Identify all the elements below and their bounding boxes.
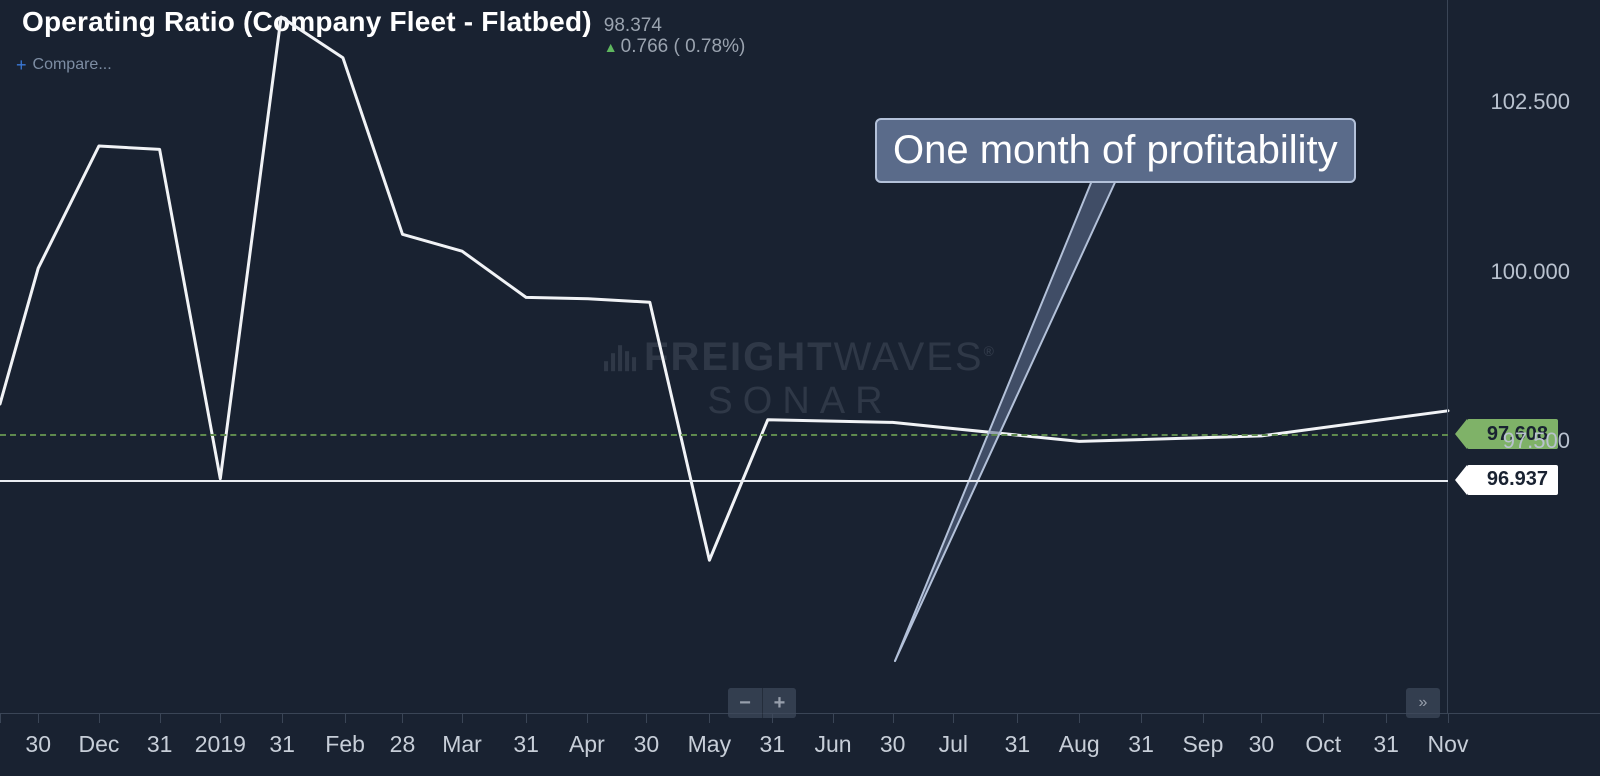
x-tick-label: 30 bbox=[634, 731, 660, 758]
x-tick-mark bbox=[1323, 713, 1324, 723]
x-tick-mark bbox=[833, 713, 834, 723]
x-tick-mark bbox=[99, 713, 100, 723]
chevron-right-icon: » bbox=[1419, 694, 1428, 712]
x-tick-label: 31 bbox=[1005, 731, 1031, 758]
line-chart bbox=[0, 0, 1448, 713]
x-tick-label: 30 bbox=[25, 731, 51, 758]
annotation-box[interactable]: One month of profitability bbox=[875, 118, 1356, 183]
y-tick-label: 100.000 bbox=[1490, 259, 1570, 285]
x-tick-label: Oct bbox=[1305, 731, 1341, 758]
x-tick-mark bbox=[160, 713, 161, 723]
y-tick-label: 102.500 bbox=[1490, 89, 1570, 115]
x-tick-mark bbox=[1141, 713, 1142, 723]
x-tick-mark bbox=[1386, 713, 1387, 723]
zoom-out-button[interactable]: − bbox=[728, 688, 762, 718]
x-tick-label: 30 bbox=[880, 731, 906, 758]
reference-line-dashed bbox=[0, 434, 1448, 436]
x-tick-label: 28 bbox=[390, 731, 416, 758]
x-tick-mark bbox=[953, 713, 954, 723]
x-tick-mark bbox=[587, 713, 588, 723]
x-tick-label: 31 bbox=[513, 731, 539, 758]
x-tick-label: Sep bbox=[1182, 731, 1223, 758]
x-tick-label: Feb bbox=[325, 731, 365, 758]
x-tick-mark bbox=[282, 713, 283, 723]
x-tick-label: Jul bbox=[939, 731, 968, 758]
x-tick-mark bbox=[345, 713, 346, 723]
x-tick-label: 30 bbox=[1249, 731, 1275, 758]
x-tick-label: Nov bbox=[1428, 731, 1469, 758]
x-tick-mark bbox=[1448, 713, 1449, 723]
reference-line-solid bbox=[0, 480, 1448, 482]
x-tick-mark bbox=[646, 713, 647, 723]
x-tick-mark bbox=[709, 713, 710, 723]
x-tick-label: 31 bbox=[760, 731, 786, 758]
x-tick-label: Mar bbox=[442, 731, 482, 758]
y-axis-border bbox=[1447, 0, 1448, 713]
x-tick-label: Dec bbox=[78, 731, 119, 758]
x-tick-label: May bbox=[688, 731, 731, 758]
x-tick-label: 31 bbox=[1128, 731, 1154, 758]
x-axis: 30 Dec 31 2019 31 Feb 28 Mar 31 Apr 30 May 31 Jun 30 Ju… bbox=[0, 713, 1448, 776]
x-tick-label: 31 bbox=[147, 731, 173, 758]
annotation-text: One month of profitability bbox=[893, 128, 1338, 172]
x-tick-mark bbox=[1017, 713, 1018, 723]
y-axis: 97.500 100.000 102.500 bbox=[1452, 0, 1592, 713]
x-tick-mark bbox=[220, 713, 221, 723]
x-tick-label: 31 bbox=[269, 731, 295, 758]
x-tick-mark bbox=[1203, 713, 1204, 723]
scroll-right-button[interactable]: » bbox=[1406, 688, 1440, 718]
x-tick-label: Aug bbox=[1059, 731, 1100, 758]
zoom-controls: − + bbox=[728, 688, 796, 718]
x-tick-label: Jun bbox=[815, 731, 852, 758]
x-tick-mark bbox=[526, 713, 527, 723]
x-tick-mark bbox=[462, 713, 463, 723]
x-tick-mark bbox=[402, 713, 403, 723]
x-tick-mark bbox=[1261, 713, 1262, 723]
x-tick-mark bbox=[38, 713, 39, 723]
x-tick-mark bbox=[0, 713, 1, 723]
zoom-in-button[interactable]: + bbox=[762, 688, 796, 718]
x-tick-mark bbox=[1079, 713, 1080, 723]
y-tick-label: 97.500 bbox=[1503, 428, 1570, 454]
x-tick-mark bbox=[893, 713, 894, 723]
x-tick-label: 31 bbox=[1373, 731, 1399, 758]
x-tick-label: 2019 bbox=[195, 731, 246, 758]
x-tick-label: Apr bbox=[569, 731, 605, 758]
chart-root: { "header": { "title": "Operating Ratio … bbox=[0, 0, 1600, 776]
